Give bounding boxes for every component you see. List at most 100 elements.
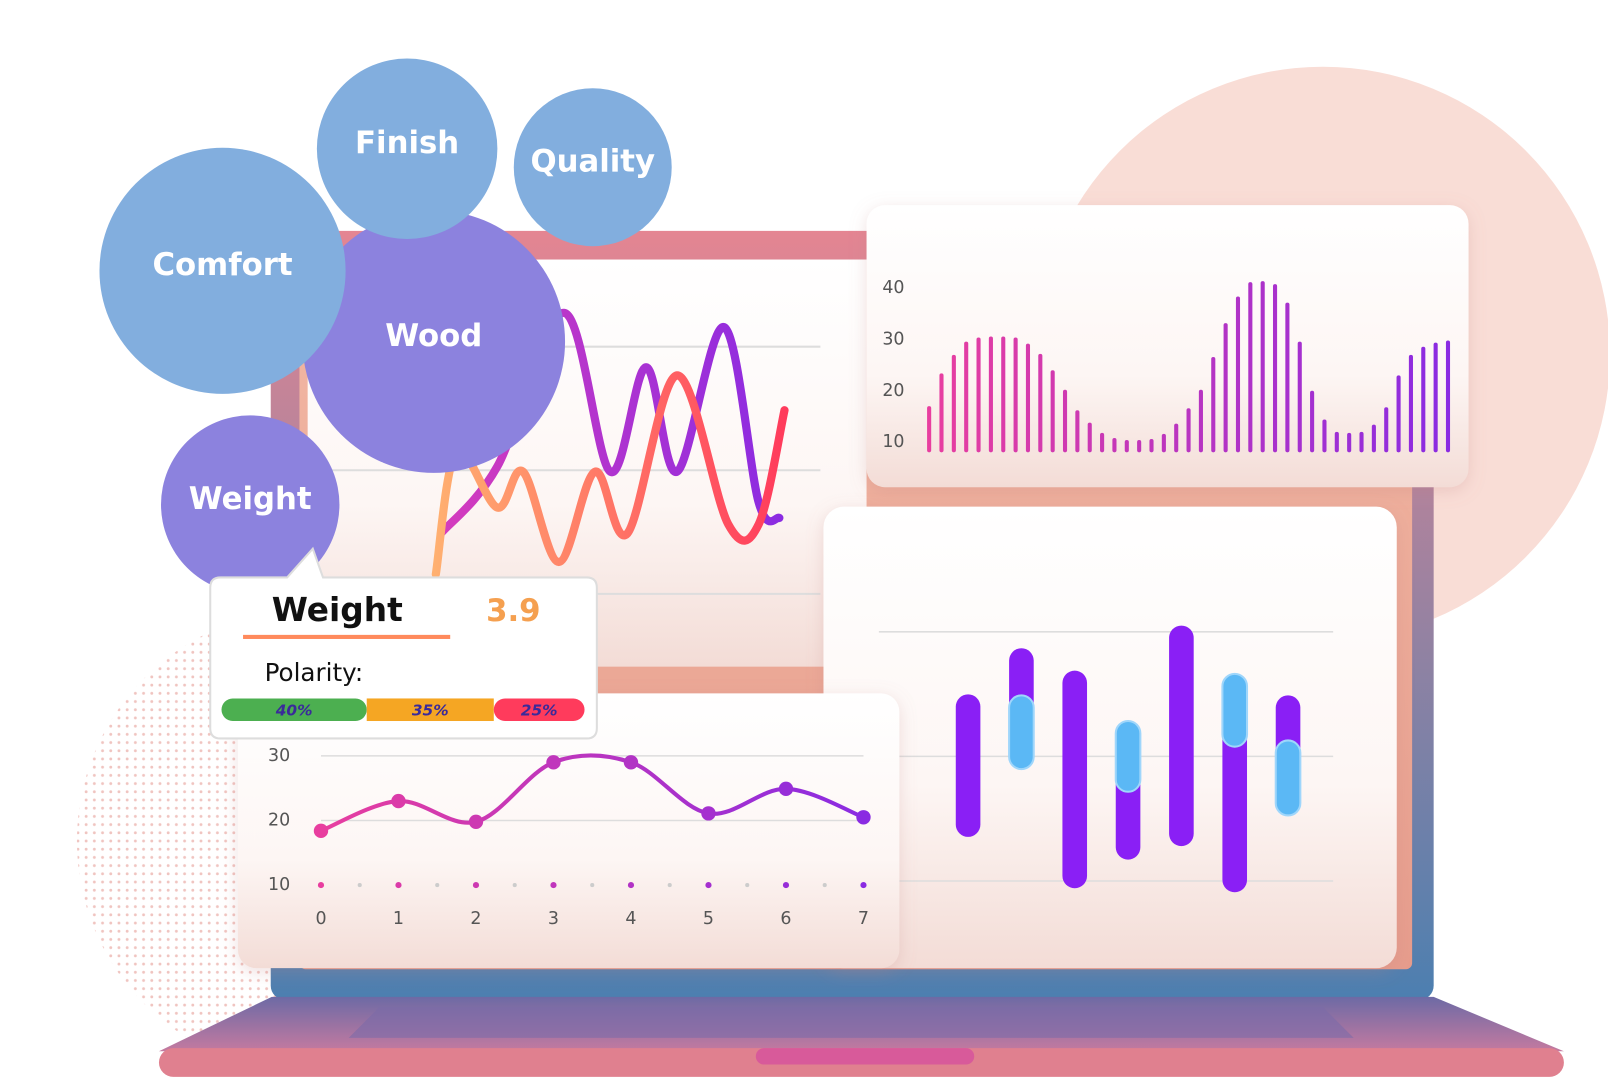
card [237, 693, 900, 969]
y-tick-label: 40 [882, 278, 904, 298]
bar [1297, 341, 1302, 453]
bar [1087, 422, 1092, 453]
bar [1396, 375, 1401, 453]
bar [1421, 346, 1426, 453]
minor-dot [822, 883, 827, 888]
x-tick-label: 0 [315, 909, 326, 929]
point [701, 806, 716, 821]
y-tick-label: 30 [268, 746, 290, 766]
point [623, 755, 639, 770]
overlay-bar [1114, 719, 1142, 793]
x-tick-label: 5 [703, 909, 714, 929]
tick-dot [395, 882, 402, 889]
minor-dot [512, 883, 517, 888]
line [431, 371, 789, 579]
bubble [316, 58, 498, 240]
y-tick-label: 10 [268, 875, 290, 895]
card [823, 506, 1397, 969]
tooltip-title: Weight [272, 591, 403, 629]
bar [1260, 281, 1265, 453]
bar [1161, 433, 1166, 453]
x-tick-label: 7 [858, 909, 869, 929]
tick-dot [860, 882, 867, 889]
tick-dot [782, 882, 790, 889]
bubbles: Wood Comfort Finish Quality Weight [99, 58, 672, 594]
bar [1408, 354, 1413, 453]
polarity-value: 40% [275, 701, 313, 719]
minor-dot [745, 883, 750, 888]
tooltip: Weight 3.9 Polarity: 40% 35% 25% [209, 546, 598, 740]
tooltip-box [209, 546, 598, 740]
bar [1186, 408, 1191, 453]
x-tick-label: 6 [780, 909, 791, 929]
bubble-label: Quality [530, 144, 655, 180]
bar [1025, 343, 1031, 453]
bar [1013, 337, 1018, 453]
polarity-segment [221, 698, 367, 722]
bar [939, 373, 944, 453]
bar [1248, 282, 1253, 453]
point [468, 814, 484, 829]
overlay-bar [1221, 672, 1249, 748]
bar [1001, 336, 1006, 453]
bar [1433, 342, 1438, 453]
minor-dot [590, 883, 595, 888]
bar [1100, 432, 1105, 453]
bar [1174, 423, 1179, 453]
bar [1272, 284, 1278, 453]
bar [1384, 407, 1389, 453]
bar [1347, 432, 1352, 453]
bubble-label: Comfort [152, 247, 292, 283]
tooltip-score: 3.9 [486, 593, 540, 629]
x-tick-label: 1 [393, 909, 404, 929]
keyboard [348, 1007, 1354, 1038]
polarity-label: Polarity: [265, 658, 364, 687]
minor-dot [435, 883, 440, 888]
polarity-value: 35% [412, 701, 449, 719]
point [856, 810, 871, 825]
bar [927, 406, 932, 453]
bar-chart: 10 20 30 40 [882, 278, 1451, 453]
point [546, 755, 561, 770]
minor-dot [667, 883, 672, 888]
bubble [99, 147, 346, 394]
bubble-label: Wood [385, 318, 482, 354]
bar [1062, 389, 1068, 453]
polarity-segment [366, 698, 494, 722]
overlay-bar [1008, 694, 1035, 771]
y-tick-label: 30 [882, 330, 904, 350]
bar [1149, 439, 1154, 453]
bar [1334, 431, 1339, 453]
bar [1285, 302, 1290, 453]
tick-dot [705, 882, 712, 889]
dot-line-chart: 10 20 30 0 1 2 3 4 5 6 7 [268, 746, 871, 929]
range-bar [955, 694, 981, 837]
y-tick-label: 20 [268, 810, 290, 830]
bubble [513, 88, 672, 247]
laptop-notch [755, 1048, 975, 1065]
bar [1050, 370, 1055, 453]
y-tick-label: 20 [882, 381, 904, 401]
bar [1223, 323, 1228, 453]
tick-dot [472, 882, 480, 889]
bar [988, 336, 993, 453]
polarity-segment [493, 698, 585, 722]
polarity-value: 25% [521, 701, 558, 719]
bar [1112, 437, 1117, 453]
tick-dot [550, 882, 557, 889]
x-tick-label: 2 [470, 909, 481, 929]
bar [976, 337, 981, 453]
bar [1235, 296, 1241, 453]
range-bar [1169, 625, 1194, 847]
range-bar [1062, 670, 1088, 889]
bar [1137, 440, 1142, 453]
range-chart [878, 625, 1334, 893]
bar [1322, 419, 1327, 453]
overlay-bar [1274, 739, 1302, 817]
x-tick-label: 4 [625, 909, 636, 929]
card [866, 205, 1469, 488]
bubble [161, 415, 340, 594]
bar [1038, 353, 1043, 453]
